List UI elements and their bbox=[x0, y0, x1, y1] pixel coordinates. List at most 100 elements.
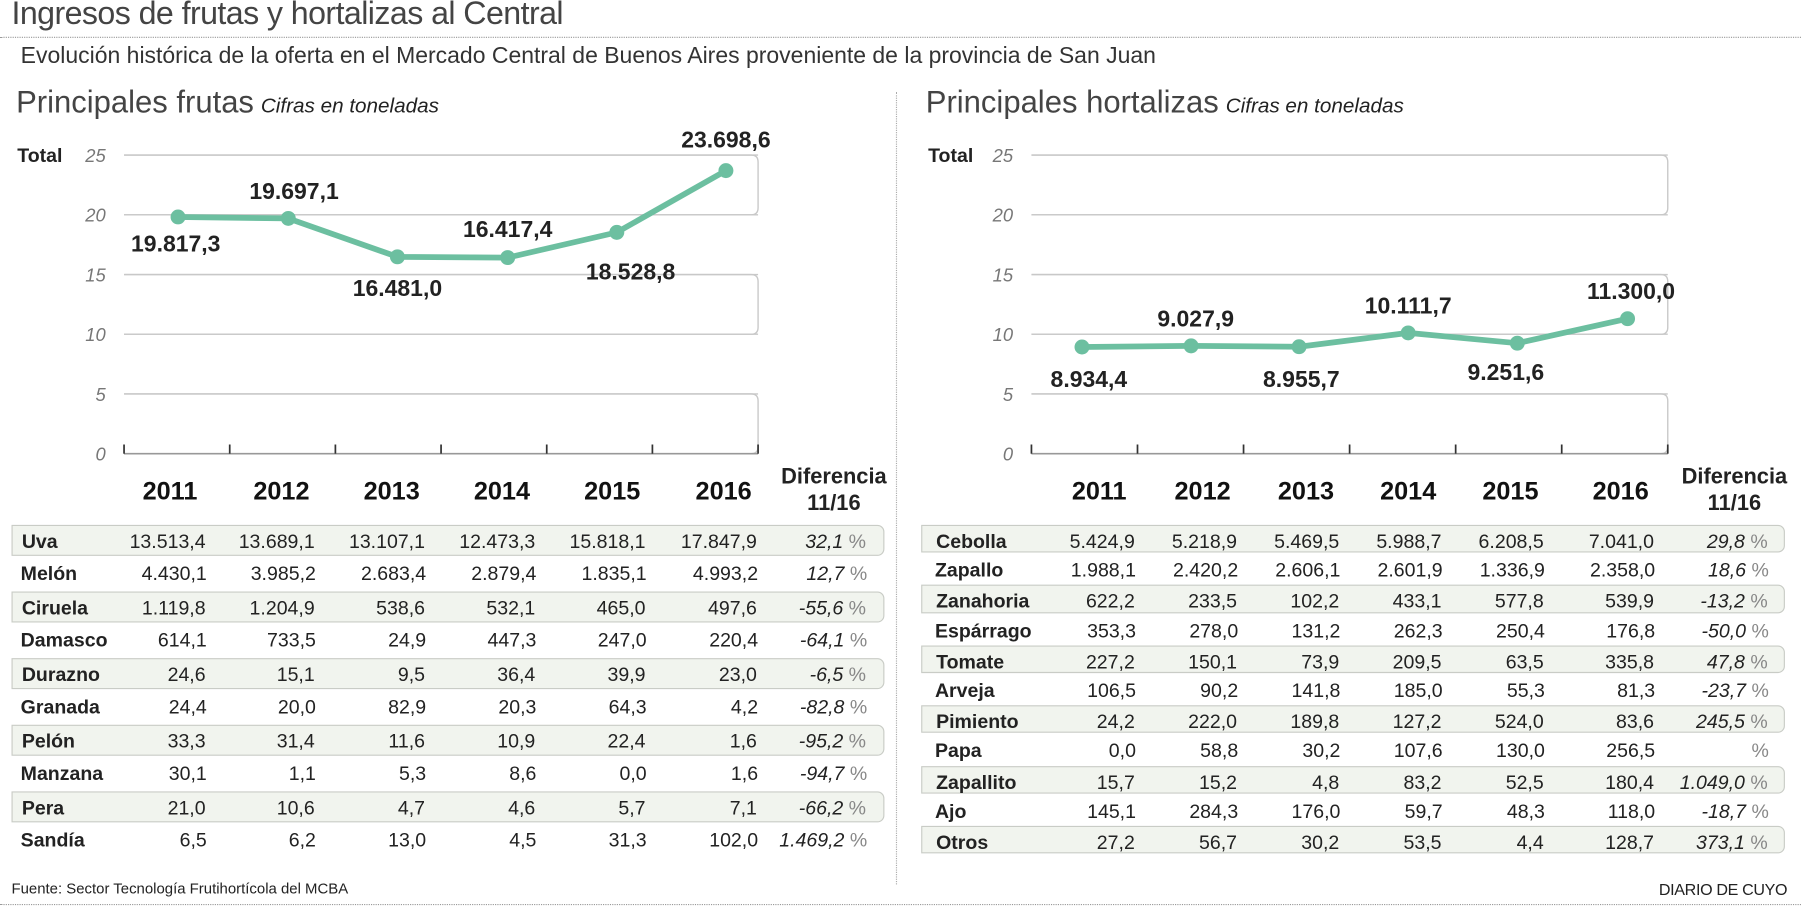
value-cell: 102,2 bbox=[1290, 590, 1340, 613]
value-cell: 4.993,2 bbox=[692, 562, 759, 585]
value-cell: 130,0 bbox=[1495, 740, 1545, 762]
data-point bbox=[170, 209, 186, 225]
value-cell: 433,1 bbox=[1392, 590, 1442, 613]
table-row: Arveja 106,5 90,2 141,8 185,0 55,3 81,3 -23,7 % bbox=[921, 675, 1785, 703]
value-cell: 209,5 bbox=[1392, 651, 1442, 673]
percent-sign: % bbox=[1750, 590, 1768, 613]
fruits-title: Principales frutas bbox=[16, 84, 254, 120]
value-cell: 141,8 bbox=[1291, 679, 1341, 702]
table-row: Zapallito 15,7 15,2 4,8 83,2 52,5 180,4 1.049,0… bbox=[921, 765, 1785, 794]
table-row: Cebolla 5.424,9 5.218,9 5.469,5 5.988,7 6.208… bbox=[921, 524, 1785, 553]
value-cell: 13.107,1 bbox=[348, 530, 425, 553]
value-cell: 524,0 bbox=[1494, 711, 1544, 734]
product-name: Ajo bbox=[934, 800, 967, 823]
diff-cell: 245,5 % bbox=[1696, 711, 1768, 734]
diff-value: -64,1 bbox=[799, 629, 845, 652]
value-cell: 15,2 bbox=[1199, 771, 1238, 794]
percent-sign: % bbox=[849, 562, 868, 585]
data-point bbox=[1509, 335, 1525, 351]
value-cell: 24,9 bbox=[388, 629, 427, 652]
value-cell: 15.818,1 bbox=[569, 530, 646, 553]
value-cell: 0,0 bbox=[1108, 740, 1136, 762]
y-tick-label: 25 bbox=[992, 145, 1014, 166]
value-cell: 447,3 bbox=[487, 629, 537, 652]
value-cell: 24,2 bbox=[1096, 711, 1135, 734]
diff-header-line1: Diferencia bbox=[781, 465, 887, 490]
y-tick-label: 10 bbox=[993, 324, 1014, 345]
table-row: Ciruela 1.119,8 1.204,9 538,6 532,1 465,0 497,… bbox=[11, 591, 885, 623]
value-cell: 23,0 bbox=[718, 663, 757, 686]
fruits-diff-header: Diferencia 11/16 bbox=[776, 464, 891, 517]
fruits-section-title: Principales frutas Cifras en toneladas bbox=[16, 85, 439, 121]
product-name: Pera bbox=[21, 797, 65, 819]
value-cell: 222,0 bbox=[1188, 711, 1238, 734]
product-name: Damasco bbox=[20, 629, 108, 652]
value-cell: 59,7 bbox=[1404, 800, 1443, 823]
percent-sign: % bbox=[848, 597, 867, 620]
percent-sign: % bbox=[848, 797, 867, 819]
value-cell: 5,3 bbox=[398, 762, 427, 785]
diff-cell: -95,2 % bbox=[799, 731, 866, 754]
value-cell: 1.119,8 bbox=[141, 597, 206, 620]
value-cell: 353,3 bbox=[1087, 619, 1136, 642]
product-name: Manzana bbox=[20, 762, 104, 785]
diff-cell: -82,8 % bbox=[800, 696, 867, 719]
percent-sign: % bbox=[849, 762, 868, 785]
diff-cell: 1.469,2 % bbox=[779, 829, 867, 852]
table-row: Zanahoria 622,2 233,5 102,2 433,1 577,8 539,9 -… bbox=[921, 585, 1785, 613]
diff-cell: -64,1 % bbox=[800, 629, 867, 652]
data-point bbox=[1291, 339, 1307, 355]
value-cell: 6,2 bbox=[288, 829, 316, 852]
column-divider bbox=[895, 91, 898, 885]
year-label: 2012 bbox=[253, 478, 309, 506]
data-label: 8.934,4 bbox=[1051, 366, 1128, 392]
percent-sign: % bbox=[1751, 559, 1769, 582]
product-name: Ciruela bbox=[21, 597, 89, 620]
table-row: Papa 0,0 58,8 30,2 107,6 130,0 256,5 % bbox=[921, 736, 1785, 764]
value-cell: 278,0 bbox=[1189, 619, 1239, 642]
value-cell: 2.420,2 bbox=[1173, 559, 1239, 582]
value-cell: 20,0 bbox=[277, 696, 316, 718]
percent-sign: % bbox=[849, 829, 868, 852]
table-row: Pimiento 24,2 222,0 189,8 127,2 524,0 83,6 245,… bbox=[921, 705, 1785, 734]
value-cell: 21,0 bbox=[167, 797, 206, 819]
diff-cell: -18,7 % bbox=[1702, 800, 1769, 823]
value-cell: 250,4 bbox=[1495, 619, 1545, 642]
value-cell: 622,2 bbox=[1085, 590, 1135, 613]
product-name: Tomate bbox=[936, 651, 1005, 673]
diff-value: 1.469,2 bbox=[779, 829, 845, 852]
diff-cell: 1.049,0 % bbox=[1680, 771, 1768, 794]
value-cell: 5,7 bbox=[618, 797, 646, 819]
value-cell: 6,5 bbox=[179, 829, 207, 852]
year-label: 2015 bbox=[1482, 478, 1538, 506]
value-cell: 5.424,9 bbox=[1069, 530, 1135, 553]
value-cell: 128,7 bbox=[1605, 831, 1654, 854]
data-point bbox=[500, 250, 516, 266]
main-title: Ingresos de frutas y hortalizas al Centr… bbox=[11, 0, 563, 32]
value-cell: 83,2 bbox=[1403, 771, 1442, 794]
data-label: 19.697,1 bbox=[249, 178, 339, 204]
y-tick-label: 20 bbox=[992, 205, 1014, 226]
value-cell: 63,5 bbox=[1505, 651, 1544, 673]
diff-value: 245,5 bbox=[1696, 711, 1745, 734]
diff-cell: 47,8 % bbox=[1707, 651, 1768, 674]
subtitle: Evolución histórica de la oferta en el M… bbox=[20, 43, 1156, 69]
percent-sign: % bbox=[1750, 711, 1768, 734]
table-row: Zapallo 1.988,1 2.420,2 2.606,1 2.601,9 1.336… bbox=[921, 555, 1785, 583]
diff-value: 47,8 bbox=[1706, 651, 1745, 673]
value-cell: 9,5 bbox=[397, 663, 425, 686]
value-cell: 145,1 bbox=[1087, 800, 1136, 823]
diff-value: 373,1 bbox=[1696, 831, 1745, 854]
data-label: 18.528,8 bbox=[586, 258, 676, 284]
value-cell: 189,8 bbox=[1290, 711, 1340, 734]
value-cell: 13.689,1 bbox=[238, 530, 315, 553]
diff-cell: -94,7 % bbox=[800, 763, 867, 786]
data-label: 19.817,3 bbox=[131, 230, 220, 256]
diff-cell: 373,1 % bbox=[1696, 832, 1768, 855]
diff-header-line1: Diferencia bbox=[1681, 465, 1788, 490]
percent-sign: % bbox=[1750, 530, 1768, 553]
value-cell: 107,6 bbox=[1393, 740, 1443, 762]
percent-sign: % bbox=[1750, 831, 1768, 854]
diff-value: 12,7 bbox=[806, 562, 845, 585]
